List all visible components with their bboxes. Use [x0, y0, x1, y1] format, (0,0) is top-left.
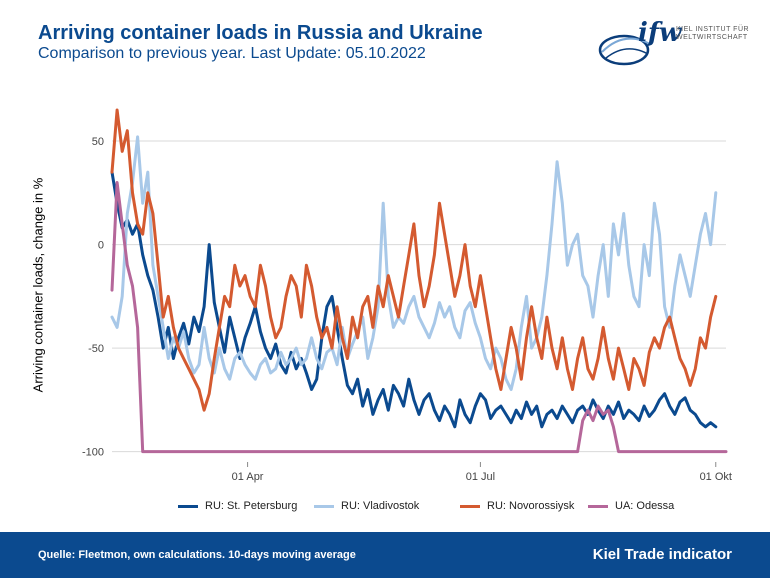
x-axis-ticks: 01 Apr 01 Jul 01 Okt — [232, 462, 732, 483]
logo-line-1: KIEL INSTITUT FÜR — [676, 26, 750, 33]
legend-label: RU: Novorossiysk — [487, 500, 575, 512]
legend-label: RU: Vladivostok — [341, 500, 420, 512]
logo-mark: ifw — [638, 18, 682, 48]
series-line-3 — [110, 181, 728, 454]
series-line-2 — [110, 108, 718, 412]
footer-brand: Kiel Trade indicator — [592, 546, 732, 563]
globe-swoosh-icon — [598, 34, 651, 66]
legend-item: RU: Vladivostok — [314, 496, 419, 516]
logo-institute-name: KIEL INSTITUT FÜR WELTWIRTSCHAFT — [676, 26, 749, 42]
x-tick-label: 01 Okt — [700, 471, 732, 483]
y-axis-ticks: -100 -50 0 50 — [82, 136, 104, 459]
line-chart: -100 -50 0 50 01 Apr 01 Jul 01 Okt — [82, 108, 732, 483]
ifw-logo: ifw KIEL INSTITUT FÜR WELTWIRTSCHAFT — [596, 16, 749, 76]
y-tick-label: 0 — [98, 240, 104, 252]
legend-item: RU: St. Petersburg — [178, 496, 297, 516]
x-tick-label: 01 Apr — [232, 471, 264, 483]
chart-legend: RU: St. Petersburg RU: Vladivostok RU: Nov… — [0, 496, 770, 516]
series-lines — [110, 108, 728, 454]
logo-line-2: WELTWIRTSCHAFT — [676, 34, 748, 41]
legend-swatch — [588, 504, 608, 508]
legend-label: UA: Odessa — [615, 500, 675, 512]
legend-swatch — [460, 504, 480, 508]
legend-item: RU: Novorossiysk — [460, 496, 574, 516]
source-note: Quelle: Fleetmon, own calculations. 10-d… — [38, 549, 356, 561]
legend-swatch — [178, 504, 198, 508]
legend-label: RU: St. Petersburg — [205, 500, 298, 512]
series-line-0 — [110, 170, 718, 429]
chart-subtitle: Comparison to previous year. Last Update… — [38, 45, 426, 62]
series-line-1 — [110, 135, 718, 391]
y-tick-label: -50 — [88, 343, 104, 355]
legend-swatch — [314, 504, 334, 508]
footer-bar: Quelle: Fleetmon, own calculations. 10-d… — [0, 532, 770, 578]
legend-item: UA: Odessa — [588, 496, 674, 516]
chart-title: Arriving container loads in Russia and U… — [38, 22, 483, 44]
y-tick-label: -100 — [82, 447, 104, 459]
x-tick-label: 01 Jul — [466, 471, 495, 483]
y-tick-label: 50 — [92, 136, 104, 148]
